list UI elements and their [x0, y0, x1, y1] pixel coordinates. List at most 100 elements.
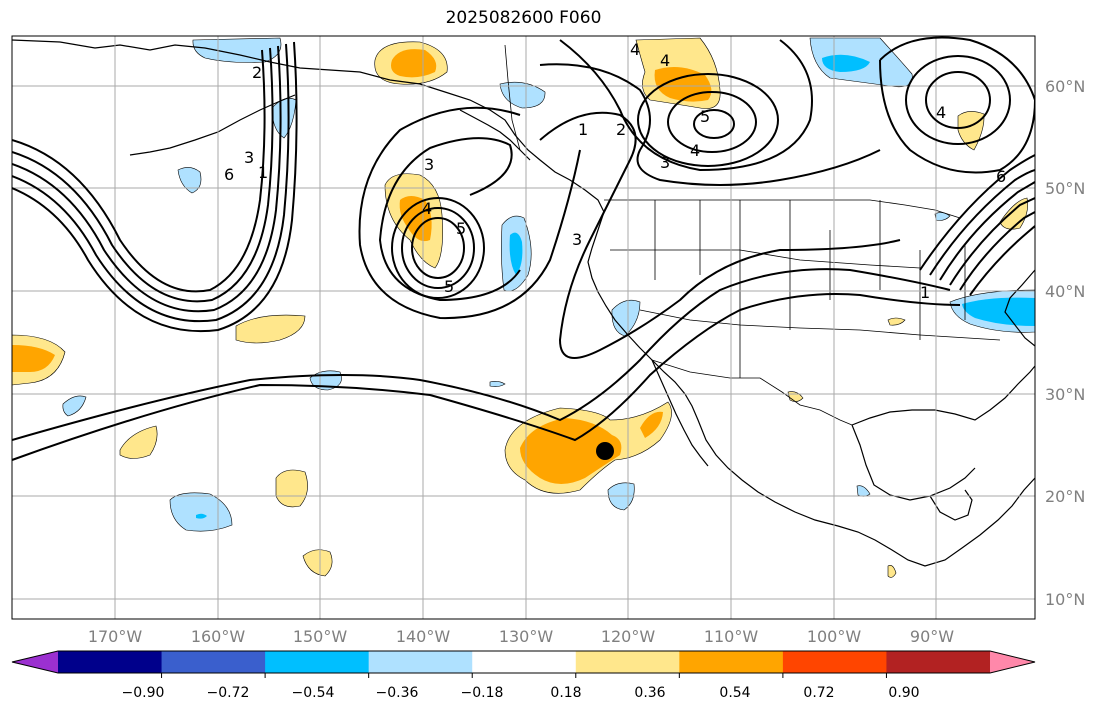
lon-label: 170°W: [88, 627, 143, 646]
shaded-anomalies: [12, 37, 1035, 578]
contour-label: 5: [456, 219, 466, 238]
lon-label: 90°W: [910, 627, 954, 646]
contour-canada-4: [667, 91, 757, 153]
shade-pos-hawaii-east: [275, 469, 308, 508]
shade-neg-north-1: [192, 37, 282, 63]
coast-gulf: [851, 424, 976, 501]
coast-alaska: [12, 39, 605, 213]
shade-neg-west-1: [62, 395, 87, 417]
lat-label: 60°N: [1045, 77, 1085, 96]
colorbar-segment: [265, 651, 370, 673]
colorbar-segment: [782, 651, 887, 673]
contour-west-4: [12, 43, 290, 323]
shade-neg-hawaii-west-core: [196, 513, 207, 519]
lon-label: 110°W: [704, 627, 759, 646]
colorbar-tick-label: −0.18: [461, 685, 504, 701]
contours: [12, 36, 1035, 461]
contour-label: 4: [690, 141, 700, 160]
shade-pos-south: [302, 549, 333, 577]
colorbar: [11, 650, 1036, 678]
lat-label: 20°N: [1045, 487, 1085, 506]
coastlines: [12, 39, 1035, 567]
coast-east: [1004, 269, 1035, 347]
contour-label: 3: [660, 153, 670, 172]
colorbar-segment: [575, 651, 680, 673]
colorbar-tick-label: 0.72: [803, 685, 834, 701]
shade-neg-pnw-core: [509, 232, 523, 275]
shade-pos-baja-core: [520, 418, 622, 484]
contour-canada-2: [559, 39, 813, 172]
contour-label: 2: [616, 120, 626, 139]
contour-east-2: [929, 169, 1035, 276]
colorbar-segment: [161, 651, 266, 673]
colorbar-outline: [11, 650, 1036, 674]
contour-canada-3: [637, 73, 779, 167]
contour-ridge-1: [539, 111, 901, 359]
political-borders: [504, 44, 1001, 426]
contour-ne-inner: [925, 71, 991, 129]
lon-label: 160°W: [191, 627, 246, 646]
contour-west-5: [12, 41, 298, 333]
coast-gulf-north: [851, 365, 1035, 426]
colorbar-tick-label: 0.54: [719, 685, 750, 701]
contour-label: 3: [424, 155, 434, 174]
colorbar-tick-label: 0.90: [888, 685, 919, 701]
colorbar-tick-label: −0.36: [376, 685, 419, 701]
lon-label: 130°W: [499, 627, 554, 646]
shade-pos-central-2: [119, 425, 158, 459]
coast-west-us: [587, 211, 1035, 567]
border-us-mexico: [651, 359, 853, 426]
shade-neg-ne-small: [934, 212, 951, 221]
colorbar-tick-label: −0.72: [207, 685, 250, 701]
map-background: [12, 36, 1035, 619]
shade-neg-ca-coast: [611, 299, 641, 337]
contour-east-6: [969, 225, 1035, 296]
shade-neg-hawaii-west: [169, 492, 233, 532]
map-frame: [11, 35, 1036, 620]
colorbar-tick-label: 0.18: [550, 685, 581, 701]
contour-label: 4: [630, 40, 640, 59]
longitude-axis: 170°W 160°W 150°W 140°W 130°W 120°W 110°…: [88, 627, 954, 646]
contour-east-4: [949, 197, 1035, 286]
contour-label: 5: [700, 107, 710, 126]
contour-ridge-4: [539, 63, 881, 186]
latitude-axis: 60°N 50°N 40°N 30°N 20°N 10°N: [1045, 77, 1085, 609]
shade-pos-west-edge-core: [12, 345, 55, 372]
lon-label: 120°W: [601, 627, 656, 646]
lon-label: 150°W: [293, 627, 348, 646]
shade-neg-east-core: [962, 297, 1035, 326]
colorbar-extend-min: [12, 651, 58, 673]
contour-label: 2: [252, 63, 262, 82]
lat-label: 50°N: [1045, 179, 1085, 198]
colorbar-extend-max: [990, 651, 1035, 673]
colorbar-tick-label: −0.54: [292, 685, 335, 701]
colorbar-segment: [368, 651, 473, 673]
contour-label: 1: [920, 283, 930, 302]
border-alaska-canada: [504, 44, 521, 151]
colorbar-segment: [886, 651, 991, 673]
map-title: 2025082600 F060: [445, 8, 602, 28]
colorbar-segment: [679, 651, 784, 673]
contour-canada-5: [693, 109, 735, 139]
colorbar-tick-label: 0.36: [634, 685, 665, 701]
colorbar-segment: [58, 651, 163, 673]
colorbar-tick-label: −0.90: [122, 685, 165, 701]
contour-label: 1: [578, 120, 588, 139]
border-states-2: [610, 249, 1001, 341]
shade-pos-baja-east: [640, 411, 663, 438]
contour-low-2: [378, 137, 521, 302]
contour-label: 6: [224, 165, 234, 184]
contour-ridge-3: [12, 293, 961, 461]
contour-label: 5: [444, 277, 454, 296]
contour-label: 1: [258, 163, 268, 182]
contour-label: 4: [936, 103, 946, 122]
location-marker: [596, 442, 614, 460]
lon-label: 100°W: [807, 627, 862, 646]
contour-east-1: [919, 154, 1035, 271]
contour-ridge-2: [12, 268, 951, 441]
contour-label: 3: [572, 230, 582, 249]
shade-pos-central-1: [235, 314, 306, 344]
shade-pos-small-1: [887, 317, 906, 326]
shade-neg-small-3: [489, 381, 506, 387]
